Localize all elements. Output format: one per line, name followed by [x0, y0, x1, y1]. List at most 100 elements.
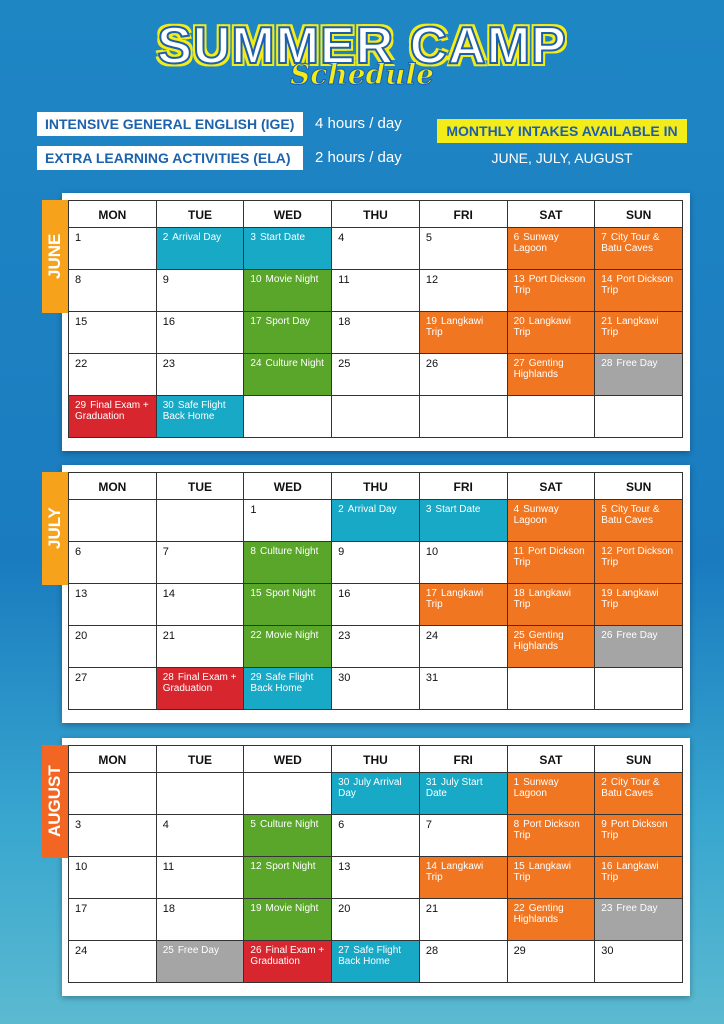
- day-cell: [155, 772, 245, 815]
- day-cell: 15 Sport Night: [243, 583, 333, 626]
- weekday-header: FRI: [418, 472, 508, 500]
- weekday-header: SUN: [594, 745, 683, 773]
- event-label: City Tour & Batu Caves: [601, 777, 660, 799]
- weekday-header: WED: [243, 472, 333, 500]
- weekday-header: SAT: [506, 745, 596, 773]
- event-label: Sunway Lagoon: [513, 504, 559, 526]
- day-number: 13: [338, 861, 351, 873]
- day-cell: 14 Port Dickson Trip: [594, 269, 683, 312]
- weekday-header: FRI: [418, 745, 508, 773]
- event-label: Culture Night: [265, 358, 324, 369]
- day-number: 25: [513, 630, 525, 641]
- day-number: 5: [425, 232, 432, 244]
- weekday-header: SUN: [594, 472, 683, 500]
- day-cell: 14 Langkawi Trip: [418, 856, 508, 899]
- event-label: Arrival Day: [347, 504, 397, 515]
- event-label: Port Dickson Trip: [513, 546, 585, 568]
- day-cell: 7 City Tour & Batu Caves: [594, 227, 683, 270]
- event-label: Final Exam + Graduation: [250, 945, 325, 967]
- day-cell: 27 Safe Flight Back Home: [331, 940, 420, 983]
- day-number: 8: [513, 819, 520, 830]
- day-number: 26: [425, 358, 439, 370]
- day-cell: 24: [68, 940, 157, 983]
- event-label: Free Day: [616, 358, 658, 369]
- day-cell: 16: [155, 311, 245, 354]
- day-cell: 24: [418, 625, 508, 668]
- weekday-header: FRI: [418, 200, 508, 228]
- day-number: 18: [513, 588, 525, 599]
- day-cell: 26: [418, 353, 508, 396]
- weekday-header: THU: [331, 472, 420, 500]
- day-number: 11: [338, 274, 350, 286]
- weekday-header: TUE: [155, 200, 245, 228]
- day-cell: [331, 395, 420, 438]
- event-label: Sunway Lagoon: [513, 232, 559, 254]
- day-cell: 18 Langkawi Trip: [506, 583, 596, 626]
- day-cell: 11: [155, 856, 245, 899]
- day-cell: [594, 667, 683, 710]
- day-number: 7: [425, 819, 432, 831]
- day-number: 28: [601, 358, 613, 369]
- day-number: 25: [162, 945, 174, 956]
- day-number: 7: [601, 232, 607, 243]
- weekday-header: SAT: [506, 200, 596, 228]
- day-cell: [506, 395, 596, 438]
- day-number: 24: [425, 630, 439, 642]
- day-cell: 8 Port Dickson Trip: [506, 814, 596, 857]
- day-number: 8: [75, 274, 82, 286]
- event-label: Free Day: [616, 630, 658, 641]
- day-cell: 10: [68, 856, 157, 899]
- day-number: 23: [162, 358, 175, 370]
- weekday-header: MON: [68, 200, 157, 228]
- weekday-header: TUE: [155, 745, 245, 773]
- weekday-header: THU: [331, 745, 420, 773]
- day-cell: 1: [243, 499, 333, 542]
- day-cell: 7: [418, 814, 508, 857]
- day-cell: 19 Langkawi Trip: [594, 583, 683, 626]
- day-number: 9: [601, 819, 607, 830]
- event-label: City Tour & Batu Caves: [601, 504, 660, 526]
- day-number: 4: [162, 819, 169, 831]
- day-number: 21: [425, 903, 439, 915]
- day-number: 18: [338, 316, 351, 328]
- event-label: Start Date: [259, 232, 306, 243]
- event-label: Safe Flight Back Home: [250, 672, 314, 694]
- event-label: Langkawi Trip: [513, 588, 571, 610]
- day-cell: 26 Final Exam + Graduation: [243, 940, 333, 983]
- event-label: Port Dickson Trip: [601, 274, 674, 296]
- day-cell: 27 Genting Highlands: [506, 353, 596, 396]
- day-number: 28: [425, 945, 439, 957]
- day-number: 29: [75, 400, 87, 411]
- day-cell: 23 Free Day: [594, 898, 683, 941]
- event-label: Start Date: [435, 504, 481, 515]
- day-cell: 9: [155, 269, 245, 312]
- day-cell: 1 Sunway Lagoon: [506, 772, 596, 815]
- event-label: Movie Night: [265, 903, 319, 914]
- day-cell: 13 Port Dickson Trip: [506, 269, 596, 312]
- event-label: Langkawi Trip: [601, 588, 659, 610]
- day-number: 15: [250, 588, 262, 599]
- day-cell: 29: [506, 940, 596, 983]
- day-cell: 22 Genting Highlands: [506, 898, 596, 941]
- event-label: Port Dickson Trip: [601, 546, 674, 568]
- day-number: 6: [513, 232, 520, 243]
- weekday-header: THU: [331, 200, 420, 228]
- event-label: Langkawi Trip: [601, 861, 659, 883]
- day-number: 29: [513, 945, 526, 957]
- weekday-header: SAT: [506, 472, 596, 500]
- event-label: Genting Highlands: [513, 630, 564, 652]
- day-number: 30: [338, 672, 351, 684]
- day-cell: 19 Langkawi Trip: [418, 311, 508, 354]
- weekday-header: SUN: [594, 200, 683, 228]
- day-cell: [243, 772, 333, 815]
- day-cell: 18: [155, 898, 245, 941]
- day-cell: 16: [331, 583, 420, 626]
- day-number: 16: [162, 316, 175, 328]
- event-label: Genting Highlands: [513, 358, 564, 380]
- weekday-header: TUE: [155, 472, 245, 500]
- day-cell: 7: [155, 541, 245, 584]
- day-number: 6: [338, 819, 345, 831]
- day-cell: 9 Port Dickson Trip: [594, 814, 683, 857]
- day-cell: 15 Langkawi Trip: [506, 856, 596, 899]
- day-number: 21: [601, 316, 613, 327]
